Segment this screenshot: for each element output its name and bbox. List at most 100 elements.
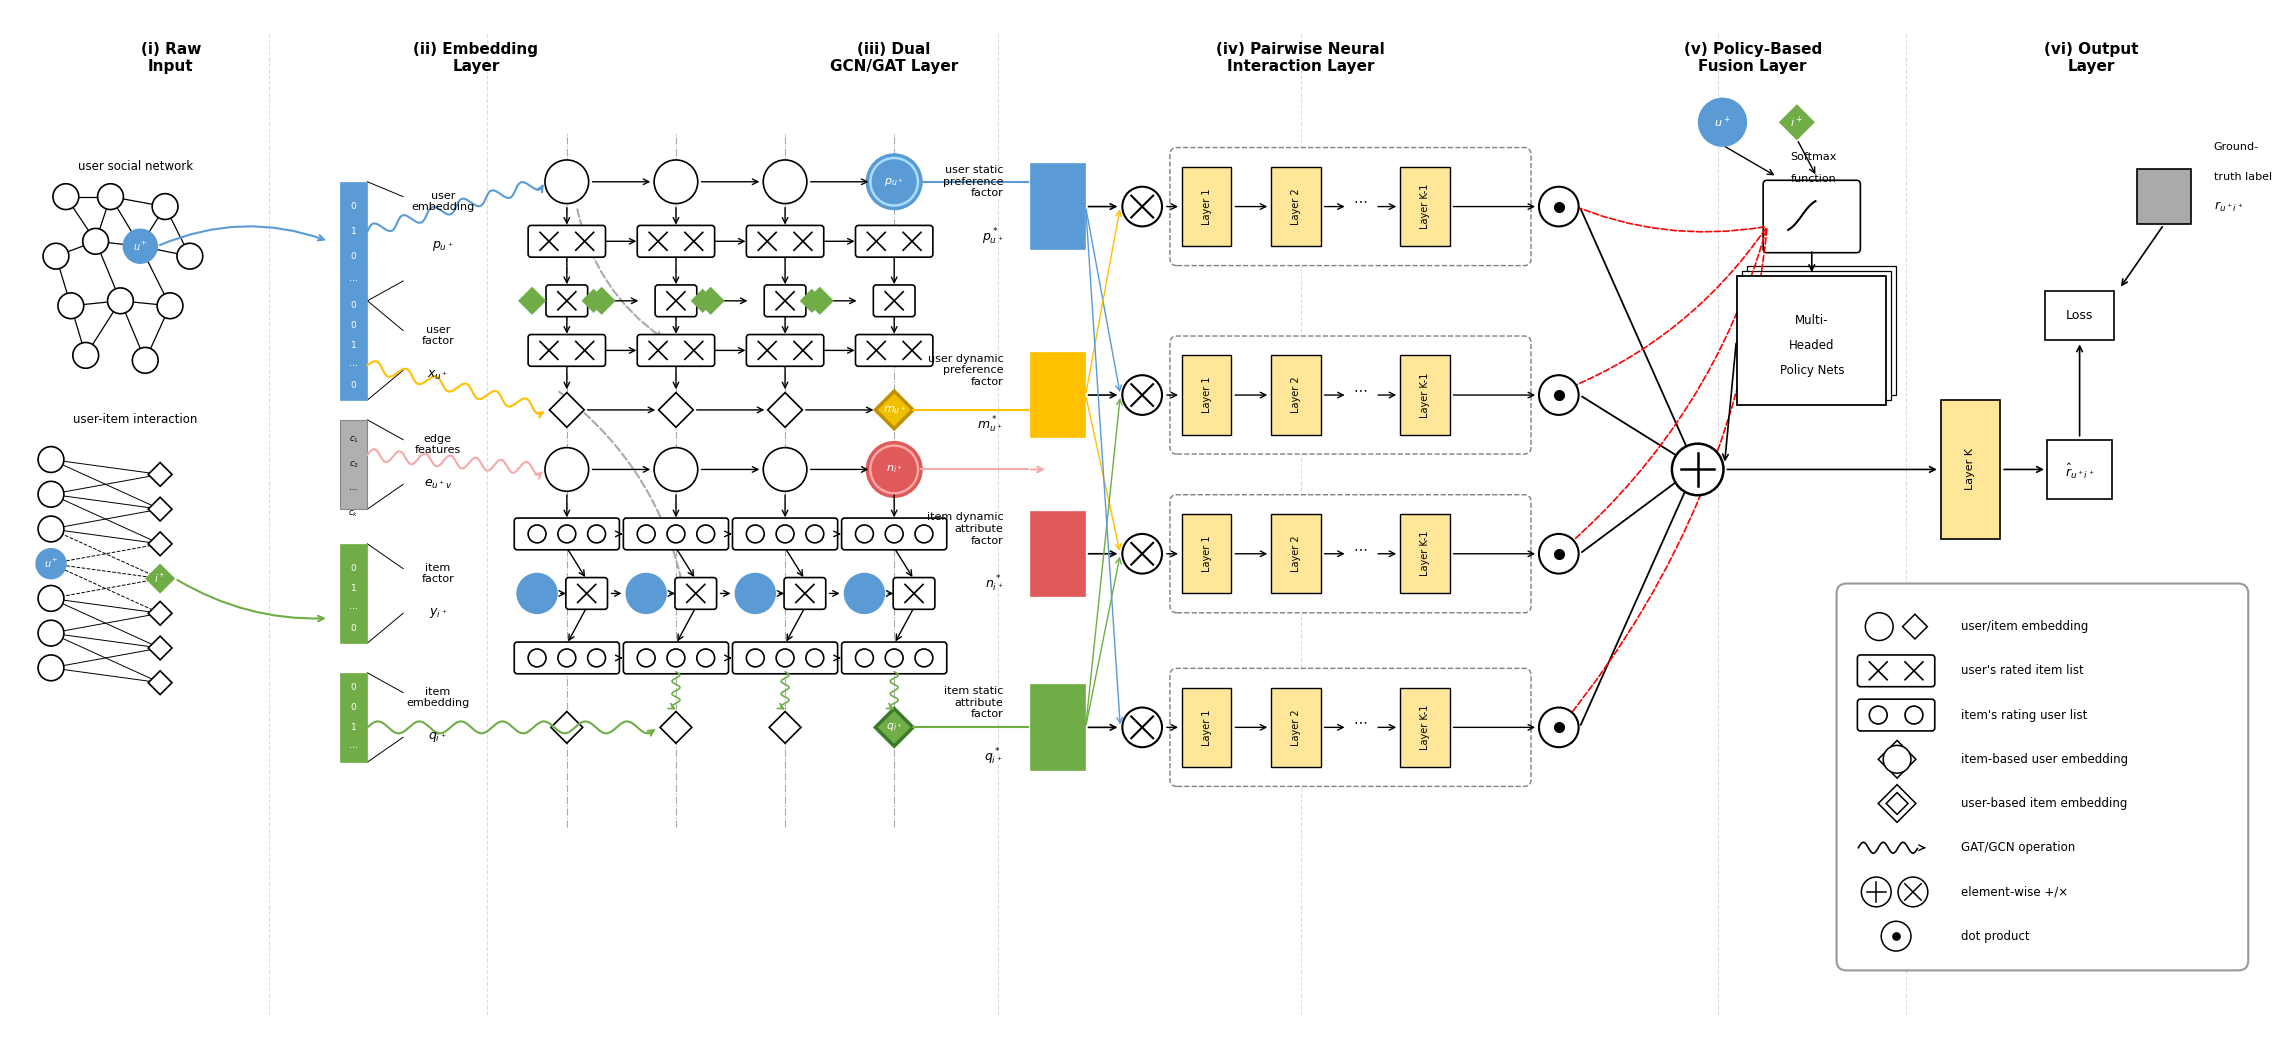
Text: dot product: dot product [1961,929,2030,943]
Circle shape [1699,99,1747,146]
Circle shape [763,448,806,491]
Text: 0: 0 [351,252,355,260]
Text: $u^+$: $u^+$ [132,240,148,253]
Circle shape [1123,534,1162,574]
FancyBboxPatch shape [1401,514,1449,594]
FancyBboxPatch shape [638,335,715,366]
FancyBboxPatch shape [1182,688,1232,767]
FancyBboxPatch shape [1857,655,1934,687]
Text: $y_{i^+}$: $y_{i^+}$ [428,606,446,620]
FancyBboxPatch shape [339,301,367,400]
FancyBboxPatch shape [784,578,825,609]
FancyBboxPatch shape [1030,352,1084,437]
Polygon shape [148,497,173,521]
Text: user social network: user social network [77,160,194,173]
FancyBboxPatch shape [1030,165,1084,249]
Text: GAT/GCN operation: GAT/GCN operation [1961,841,2075,854]
Circle shape [626,574,665,614]
Text: item dynamic
attribute
factor: item dynamic attribute factor [927,512,1002,545]
Text: Layer 2: Layer 2 [1292,709,1301,746]
Text: Layer 1: Layer 1 [1203,377,1212,413]
Text: ⋯: ⋯ [349,604,358,613]
Circle shape [638,649,656,667]
Text: user
factor: user factor [421,325,453,346]
Text: user/item embedding: user/item embedding [1961,620,2089,634]
Text: (i) Raw
Input: (i) Raw Input [141,42,200,74]
Text: ⋯: ⋯ [1353,195,1367,209]
Text: (vi) Output
Layer: (vi) Output Layer [2043,42,2139,74]
Circle shape [544,448,588,491]
Circle shape [697,524,715,542]
FancyBboxPatch shape [841,642,948,673]
Circle shape [1882,921,1911,951]
Text: Layer 2: Layer 2 [1292,377,1301,413]
FancyBboxPatch shape [638,226,715,257]
FancyBboxPatch shape [515,518,620,550]
Text: user dynamic
preference
factor: user dynamic preference factor [927,354,1002,387]
Circle shape [73,342,98,368]
Circle shape [36,549,66,579]
Circle shape [39,655,64,681]
Circle shape [638,524,656,542]
Circle shape [763,159,806,204]
FancyBboxPatch shape [763,285,806,317]
FancyBboxPatch shape [1271,356,1321,434]
Circle shape [886,649,902,667]
Circle shape [1904,706,1923,724]
Text: 1: 1 [351,723,355,732]
Circle shape [1884,746,1911,773]
Text: Layer K-1: Layer K-1 [1419,705,1431,750]
FancyBboxPatch shape [1171,336,1531,454]
Circle shape [1540,376,1579,415]
FancyBboxPatch shape [1171,148,1531,265]
Polygon shape [146,564,173,593]
Circle shape [777,524,795,542]
Text: $m_{u^+}^*$: $m_{u^+}^*$ [977,414,1002,435]
Text: Layer K-1: Layer K-1 [1419,531,1431,577]
Circle shape [82,229,109,254]
Circle shape [43,243,68,269]
Text: Layer K-1: Layer K-1 [1419,372,1431,418]
Circle shape [558,524,576,542]
Circle shape [872,448,916,491]
Text: item's rating user list: item's rating user list [1961,708,2087,722]
Circle shape [667,649,686,667]
Text: 0: 0 [351,564,355,573]
Circle shape [1540,187,1579,227]
FancyBboxPatch shape [1401,167,1449,247]
Circle shape [52,184,80,210]
Circle shape [857,524,872,542]
Polygon shape [1779,105,1813,140]
Circle shape [39,447,64,472]
Text: truth label: truth label [2214,172,2271,181]
Circle shape [517,574,556,614]
Text: Policy Nets: Policy Nets [1779,364,1843,377]
Circle shape [1672,444,1724,495]
Text: ⋯: ⋯ [349,743,358,752]
Text: ⋯: ⋯ [349,361,358,370]
FancyBboxPatch shape [1857,700,1934,731]
FancyBboxPatch shape [624,518,729,550]
Text: user static
preference
factor: user static preference factor [943,165,1002,198]
Circle shape [886,524,902,542]
Circle shape [39,620,64,646]
FancyBboxPatch shape [1271,688,1321,767]
Polygon shape [148,601,173,625]
Text: user-based item embedding: user-based item embedding [1961,797,2128,810]
Text: item
embedding: item embedding [405,687,469,708]
Circle shape [123,230,157,263]
Circle shape [1540,534,1579,574]
FancyBboxPatch shape [1271,514,1321,594]
Text: 0: 0 [351,381,355,389]
Text: Layer 1: Layer 1 [1203,189,1212,224]
FancyBboxPatch shape [893,578,934,609]
Text: Headed: Headed [1788,339,1834,352]
Circle shape [916,524,934,542]
FancyBboxPatch shape [1763,180,1861,253]
Circle shape [588,649,606,667]
Polygon shape [770,711,802,744]
FancyBboxPatch shape [1738,276,1886,405]
Text: user-item interaction: user-item interaction [73,413,198,426]
Text: 0: 0 [351,202,355,211]
Text: 0: 0 [351,703,355,712]
